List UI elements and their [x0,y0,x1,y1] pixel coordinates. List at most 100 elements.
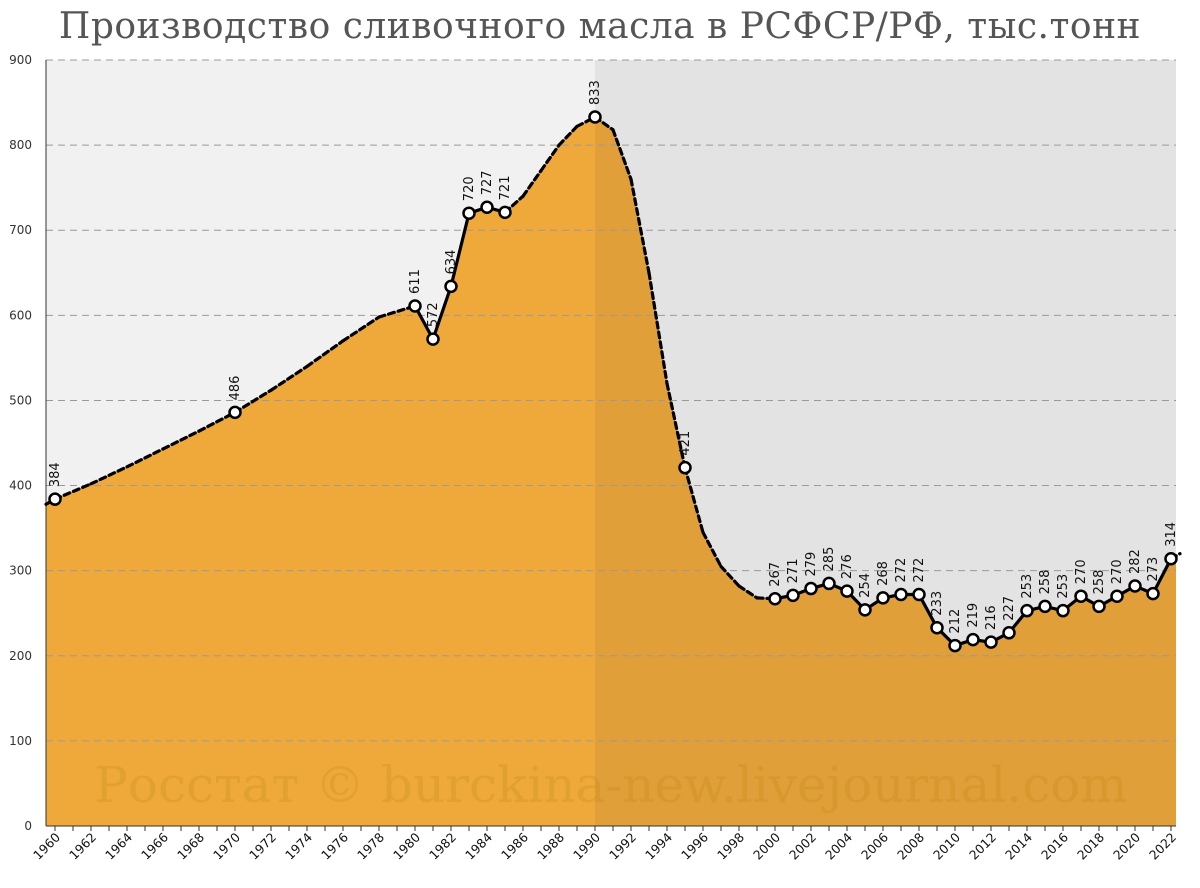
series-line-dashed [269,364,309,392]
series-line-dashed [629,177,651,275]
data-point-marker [408,299,422,313]
data-label: 285 [822,547,837,572]
data-label: 271 [786,559,801,584]
series-line-dashed [701,530,723,569]
x-tick-label: 2022 [1146,830,1179,863]
data-label: 273 [1146,557,1161,582]
data-point-marker [498,205,512,220]
data-point-marker [912,587,926,602]
data-label: 254 [858,573,873,598]
data-label: 270 [1074,559,1089,584]
data-label: 721 [498,176,513,201]
x-tick-label: 1990 [570,829,603,862]
series-line-solid [431,284,453,341]
data-point-marker [858,603,872,617]
x-tick-label: 2004 [822,829,855,862]
x-tick-label: 2020 [1110,829,1143,862]
data-point-marker [228,405,242,420]
y-tick-label: 300 [9,564,32,578]
x-tick-label: 1968 [174,829,207,862]
data-label: 227 [1002,596,1017,621]
data-point-marker [786,588,800,603]
data-point-marker [426,332,440,346]
series-line-dashed [665,381,687,470]
x-tick-label: 1984 [462,829,495,862]
data-label: 268 [876,561,891,586]
x-tick-label: 1972 [246,830,279,863]
data-point-marker [588,110,602,124]
data-point-marker [768,592,782,606]
x-tick-label: 2016 [1038,829,1071,862]
y-tick-label: 700 [9,223,32,237]
data-point-marker [48,492,62,506]
y-tick-label: 200 [9,649,32,663]
data-point-marker [1020,603,1034,618]
data-point-marker [1128,579,1142,593]
data-label: 272 [912,558,927,583]
x-tick-label: 2008 [894,829,927,862]
data-label: 279 [804,552,819,577]
data-label: 233 [930,591,945,616]
data-label: 720 [462,176,477,201]
data-point-marker [1146,586,1160,601]
data-label: 276 [840,554,855,579]
series-line-solid [449,211,471,288]
series-line-dashed [647,271,669,386]
y-tick-label: 0 [24,819,32,833]
data-point-marker [1038,599,1052,614]
data-point-marker [894,587,908,602]
area-fill-left [46,117,595,826]
data-label: 270 [1110,559,1125,584]
x-tick-label: 2018 [1074,829,1107,862]
data-label: 219 [966,603,981,628]
x-tick-label: 2010 [930,829,963,862]
series-line-dashed [161,429,201,451]
x-tick-label: 1964 [102,829,135,862]
y-tick-label: 900 [9,53,32,67]
data-point-marker [876,591,890,605]
x-tick-label: 1998 [714,829,747,862]
data-point-marker [1002,626,1016,640]
x-tick-label: 1986 [498,829,531,862]
series-line-dashed [539,143,561,173]
series-line-dashed [197,410,237,433]
x-tick-label: 2014 [1002,829,1035,862]
x-tick-label: 1966 [138,829,171,862]
x-tick-label: 1980 [390,829,423,862]
area-fill-right [595,117,1176,826]
data-label: 267 [768,562,783,587]
y-tick-label: 600 [9,308,32,322]
data-label: 258 [1092,570,1107,595]
x-tick-label: 1976 [318,829,351,862]
data-label: 611 [408,269,423,294]
data-label: 421 [678,431,693,456]
data-label: 253 [1020,574,1035,599]
x-tick-label: 1992 [606,830,639,863]
data-label: 216 [984,605,999,630]
data-point-marker [1074,589,1088,603]
series-line-dashed [683,466,705,534]
x-tick-label: 2006 [858,829,891,862]
series-line-dashed [305,339,345,368]
y-tick-label: 800 [9,138,32,152]
x-tick-label: 1960 [30,829,63,862]
watermark: Росстат © burckina-new.livejournal.com [94,756,1127,814]
x-tick-label: 1988 [534,829,567,862]
data-label: 384 [48,462,63,487]
data-point-marker [678,460,692,475]
data-label: 258 [1038,570,1053,595]
data-label: 253 [1056,574,1071,599]
x-tick-label: 2002 [786,830,819,863]
data-point-marker [1110,589,1124,603]
data-point-marker [1092,599,1106,614]
chart-title: Производство сливочного масла в РСФСР/РФ… [58,6,1142,47]
data-point-marker [840,584,854,598]
data-point-marker [822,576,836,591]
x-tick-label: 2000 [750,829,783,862]
series-line-dashed [557,124,579,147]
series-line-dashed [521,169,543,198]
data-point-marker [984,635,998,649]
y-tick-label: 400 [9,479,32,493]
